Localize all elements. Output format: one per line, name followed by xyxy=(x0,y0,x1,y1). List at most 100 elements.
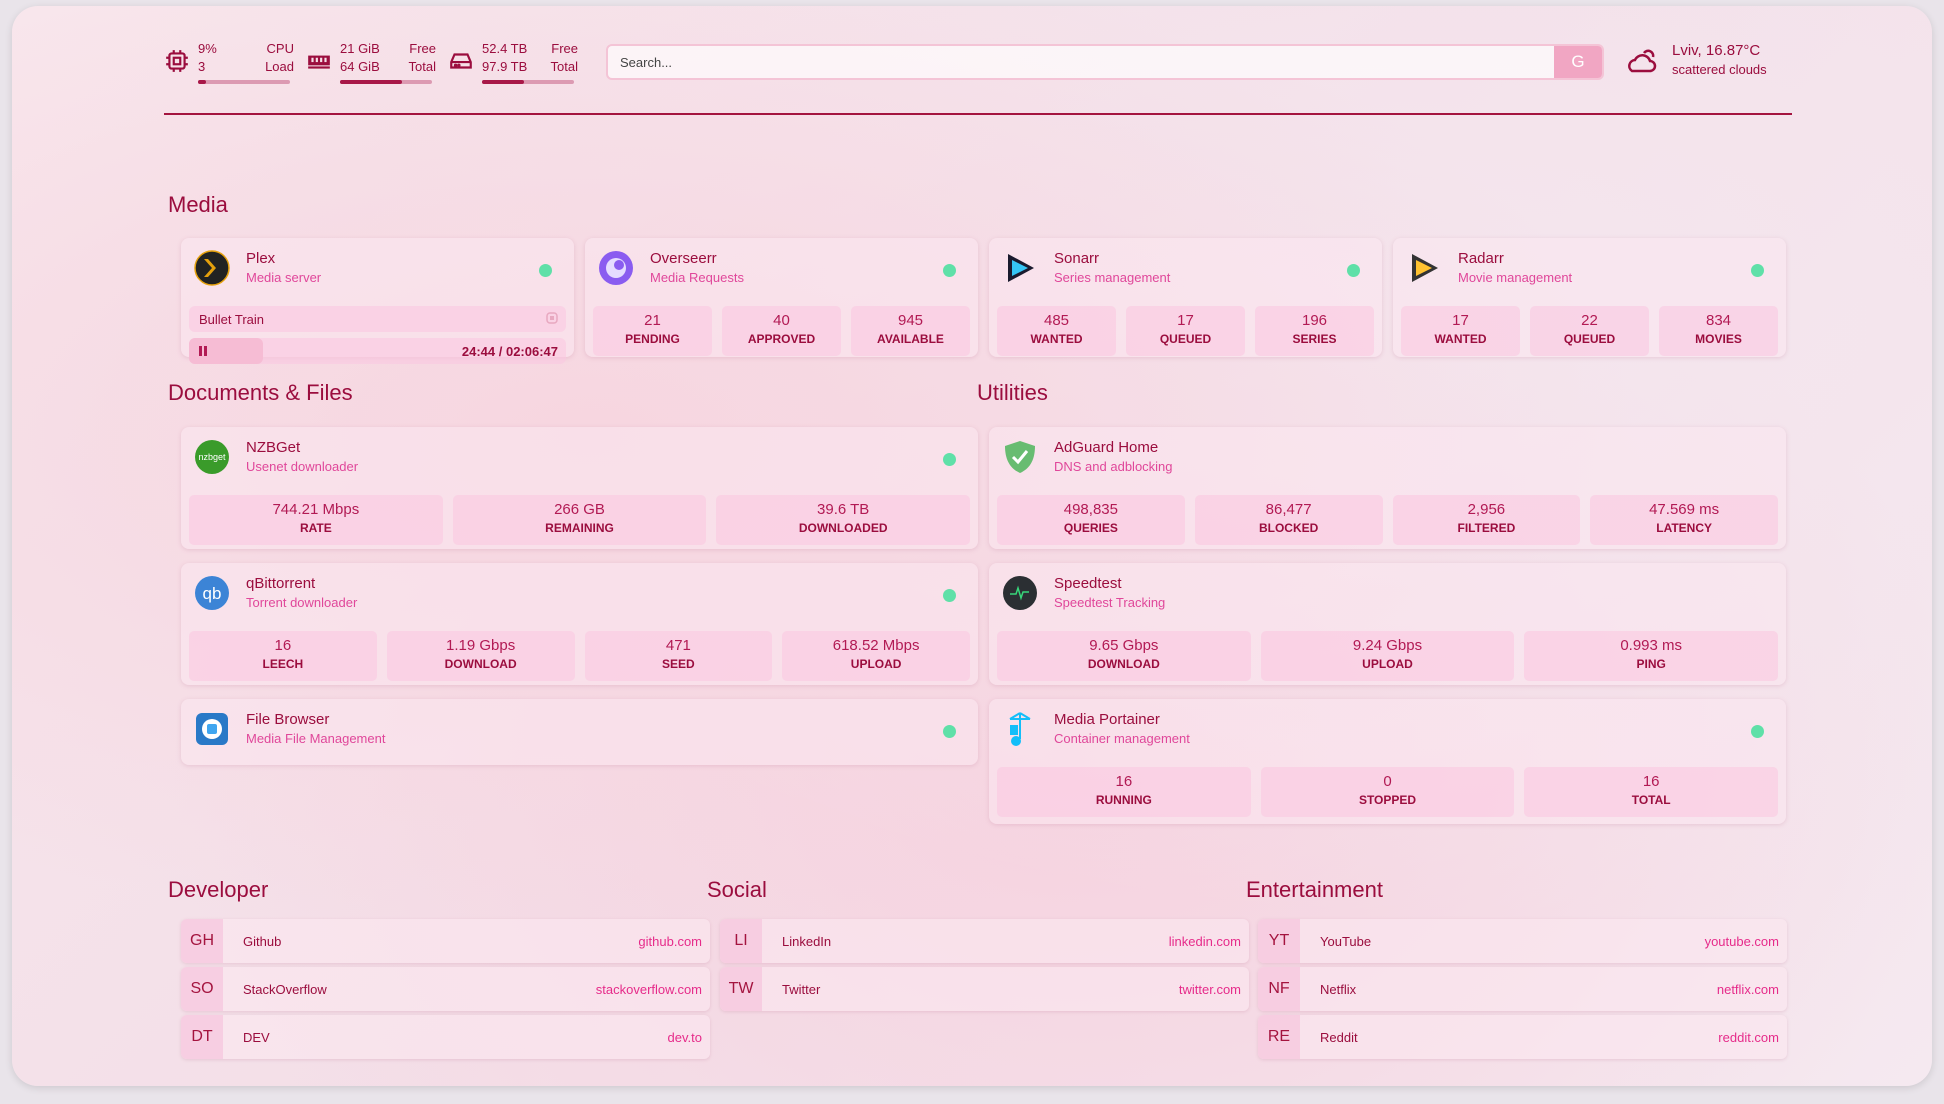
bar-fill xyxy=(482,80,525,84)
bookmark-name: DEV xyxy=(243,1029,270,1045)
now-playing-progress: 24:44 / 02:06:47 xyxy=(189,338,566,364)
bookmark-abbr: LI xyxy=(720,919,762,963)
search-engine-button[interactable]: G xyxy=(1554,46,1602,78)
bookmark-url[interactable]: dev.to xyxy=(667,1029,702,1045)
stat-queued: 22 QUEUED xyxy=(1530,306,1649,356)
pause-icon[interactable] xyxy=(199,344,207,359)
cpu-load: 3 xyxy=(198,59,206,74)
service-stats: 17 WANTED 22 QUEUED 834 MOVIES xyxy=(1401,306,1778,356)
service-title: Speedtest Speedtest Tracking xyxy=(1054,573,1165,610)
bookmark-url[interactable]: github.com xyxy=(638,933,702,949)
service-name: Radarr xyxy=(1458,250,1504,267)
svg-text:qb: qb xyxy=(203,584,222,603)
stat-label: QUEUED xyxy=(1563,332,1616,346)
status-indicator xyxy=(539,264,552,277)
stat-download: 1.19 Gbps DOWNLOAD xyxy=(386,631,575,681)
service-description: Container management xyxy=(1054,731,1190,746)
bookmark-twitter[interactable]: TW Twitter twitter.com xyxy=(720,967,1249,1011)
nzbget-icon: nzbget xyxy=(194,439,230,475)
service-stats: 498,835 QUERIES 86,477 BLOCKED 2,956 FILTERED… xyxy=(997,495,1778,545)
bookmark-url[interactable]: twitter.com xyxy=(1178,981,1241,997)
stat-label: REMAINING xyxy=(545,521,614,535)
bar-fill xyxy=(198,80,207,84)
status-indicator xyxy=(943,589,956,602)
bookmark-url[interactable]: youtube.com xyxy=(1704,933,1779,949)
bookmark-linkedin[interactable]: LI LinkedIn linkedin.com xyxy=(720,919,1249,963)
search-bar: G xyxy=(606,44,1604,80)
total-label: Total xyxy=(408,59,436,74)
search-input[interactable] xyxy=(608,54,1554,70)
stat-pending: 21 PENDING xyxy=(593,306,712,356)
stat-value: 21 xyxy=(644,312,661,329)
service-header[interactable]: Plex Media server xyxy=(189,248,566,298)
service-description: Series management xyxy=(1054,270,1171,285)
stat-label: WANTED xyxy=(1030,332,1083,346)
stat-label: STOPPED xyxy=(1358,793,1417,807)
service-description: Media Requests xyxy=(650,270,744,285)
bookmark-url[interactable]: reddit.com xyxy=(1718,1029,1779,1045)
bookmark-name: Netflix xyxy=(1320,981,1357,997)
service-stats: 485 WANTED 17 QUEUED 196 SERIES xyxy=(997,306,1374,356)
weather-condition: scattered clouds xyxy=(1672,62,1767,77)
service-stats: 16 LEECH 1.19 Gbps DOWNLOAD 471 SEED 618.52 Mb… xyxy=(189,631,970,681)
service-card-overseerr: Overseerr Media Requests 21 PENDING 40 APPROV… xyxy=(585,238,978,357)
bookmark-url[interactable]: netflix.com xyxy=(1716,981,1779,997)
status-indicator xyxy=(1751,725,1764,738)
stat-available: 945 AVAILABLE xyxy=(851,306,970,356)
free-label: Free xyxy=(409,41,436,56)
bookmark-reddit[interactable]: RE Reddit reddit.com xyxy=(1258,1015,1787,1059)
service-header[interactable]: Media Portainer Container management xyxy=(997,709,1778,759)
service-name: Media Portainer xyxy=(1054,711,1160,728)
header-divider xyxy=(164,113,1792,115)
stat-remaining: 266 GB REMAINING xyxy=(452,495,707,545)
stat-value: 17 xyxy=(1452,312,1469,329)
service-header[interactable]: File Browser Media File Management xyxy=(189,709,970,759)
service-name: qBittorrent xyxy=(246,575,316,592)
bookmark-netflix[interactable]: NF Netflix netflix.com xyxy=(1258,967,1787,1011)
stat-upload: 9.24 Gbps UPLOAD xyxy=(1260,631,1515,681)
service-header[interactable]: Radarr Movie management xyxy=(1401,248,1778,298)
service-header[interactable]: Speedtest Speedtest Tracking xyxy=(997,573,1778,623)
service-header[interactable]: qb qBittorrent Torrent downloader xyxy=(189,573,970,623)
service-name: File Browser xyxy=(246,711,330,728)
service-title: Plex Media server xyxy=(246,248,321,285)
stat-label: FILTERED xyxy=(1457,521,1516,535)
service-header[interactable]: nzbget NZBGet Usenet downloader xyxy=(189,437,970,487)
stat-label: LATENCY xyxy=(1656,521,1713,535)
service-header[interactable]: Sonarr Series management xyxy=(997,248,1374,298)
bookmark-dev[interactable]: DT DEV dev.to xyxy=(181,1015,710,1059)
bookmark-url[interactable]: stackoverflow.com xyxy=(595,981,702,997)
stat-upload: 618.52 Mbps UPLOAD xyxy=(782,631,970,681)
stat-rate: 744.21 Mbps RATE xyxy=(189,495,443,545)
service-name: Plex xyxy=(246,250,276,267)
portainer-icon xyxy=(1002,711,1038,747)
service-name: Sonarr xyxy=(1054,250,1100,267)
service-card-speedtest: Speedtest Speedtest Tracking 9.65 Gbps DOWN… xyxy=(989,563,1786,685)
section-title-developer: Developer xyxy=(168,877,269,902)
stat-label: RUNNING xyxy=(1095,793,1152,807)
stat-filtered: 2,956 FILTERED xyxy=(1392,495,1581,545)
memory-total: 64 GiB xyxy=(340,59,380,74)
memory-bar xyxy=(340,80,432,84)
service-name: Overseerr xyxy=(650,250,717,267)
media-info-icon[interactable] xyxy=(546,311,558,327)
stat-seed: 471 SEED xyxy=(584,631,773,681)
bookmark-github[interactable]: GH Github github.com xyxy=(181,919,710,963)
svg-text:nzbget: nzbget xyxy=(198,452,226,462)
bookmark-name: LinkedIn xyxy=(782,933,832,949)
service-title: Sonarr Series management xyxy=(1054,248,1170,285)
bookmark-name: YouTube xyxy=(1320,933,1372,949)
service-card-adguard-home: AdGuard Home DNS and adblocking 498,835 QUE… xyxy=(989,427,1786,549)
stat-movies: 834 MOVIES xyxy=(1659,306,1778,356)
service-card-sonarr: Sonarr Series management 485 WANTED 17 QUEUED… xyxy=(989,238,1382,357)
bookmark-stackoverflow[interactable]: SO StackOverflow stackoverflow.com xyxy=(181,967,710,1011)
bookmark-url[interactable]: linkedin.com xyxy=(1168,933,1241,949)
service-header[interactable]: AdGuard Home DNS and adblocking xyxy=(997,437,1778,487)
stat-queries: 498,835 QUERIES xyxy=(997,495,1185,545)
stat-label: DOWNLOADED xyxy=(798,521,888,535)
stat-value: 9.65 Gbps xyxy=(1089,637,1159,654)
stat-leech: 16 LEECH xyxy=(189,631,377,681)
service-title: File Browser Media File Management xyxy=(246,709,385,746)
service-header[interactable]: Overseerr Media Requests xyxy=(593,248,970,298)
bookmark-youtube[interactable]: YT YouTube youtube.com xyxy=(1258,919,1787,963)
